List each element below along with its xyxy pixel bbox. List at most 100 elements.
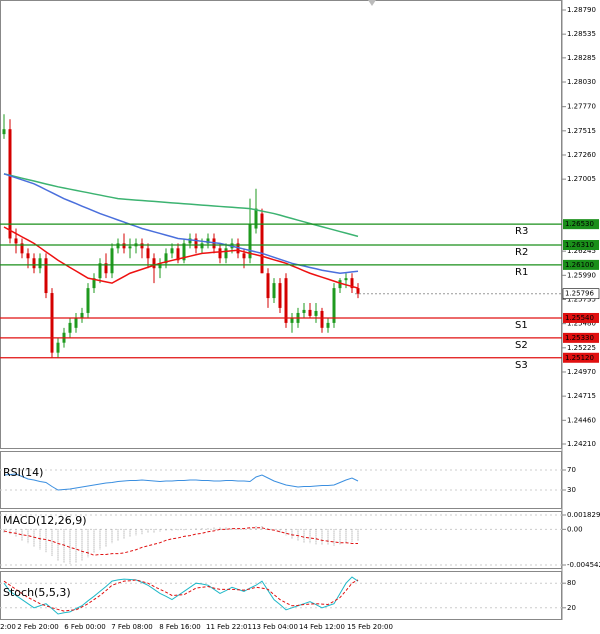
y-tick-label: 1.24715: [567, 392, 596, 400]
candle-body: [32, 258, 36, 269]
y-tick-label: 1.27260: [567, 151, 596, 159]
candle-body: [290, 317, 294, 323]
indicator-title: MACD(12,26,9): [3, 514, 87, 527]
candle-body: [188, 238, 192, 244]
y-tick-label: 1.25990: [567, 271, 596, 279]
last-price-box: [562, 288, 600, 300]
indicator-panel-frame: [0, 571, 562, 620]
last-price-label: 1.25796: [565, 290, 594, 298]
candle-body: [332, 288, 336, 323]
candle-body: [206, 238, 210, 244]
candle-body: [158, 263, 162, 269]
y-tick-label: 1.26245: [567, 247, 596, 255]
level-name: R1: [515, 267, 528, 278]
indicator-title: Stoch(5,5,3): [3, 586, 71, 599]
indicator-line: [3, 579, 359, 612]
x-tick-label: 7 Feb 08:00: [111, 623, 152, 631]
indicator-panel-frame: [0, 511, 562, 569]
y-tick-label: 1.25735: [567, 295, 596, 303]
candle-body: [110, 248, 114, 274]
indicator-y-tick-label: 0.001829: [567, 511, 600, 519]
level-price-label: 1.26530: [565, 220, 594, 228]
candle-body: [14, 238, 18, 244]
candle-body: [56, 342, 60, 353]
y-tick-label: 1.27005: [567, 175, 596, 183]
x-tick-label: 13 Feb 04:00: [252, 623, 298, 631]
x-tick-label: 14 Feb 12:00: [299, 623, 345, 631]
macd-signal-line: [3, 527, 358, 556]
level-price-label: 1.25540: [565, 314, 594, 322]
indicator-y-tick-label: 20: [567, 604, 576, 612]
candle-body: [116, 243, 120, 249]
candle-body: [218, 248, 222, 259]
candle-body: [248, 223, 252, 259]
candle-body: [152, 258, 156, 269]
candle-body: [20, 243, 24, 254]
x-tick-label: 6 Feb 00:00: [64, 623, 105, 631]
chart-shift-marker: [368, 0, 376, 6]
moving-average: [3, 173, 359, 238]
candle-body: [314, 310, 318, 316]
candle-body: [326, 322, 330, 328]
candle-body: [104, 263, 108, 274]
level-price-box: [563, 312, 599, 323]
y-tick-label: 1.24460: [567, 416, 596, 424]
candle-body: [260, 213, 264, 274]
candle-body: [74, 317, 78, 328]
x-tick-label: 15 Feb 20:00: [347, 623, 393, 631]
level-price-box: [563, 219, 599, 230]
level-price-label: 1.26100: [565, 261, 594, 269]
candle-body: [344, 278, 348, 281]
level-name: S3: [515, 360, 528, 371]
candle-body: [200, 243, 204, 249]
y-tick-label: 1.24970: [567, 368, 596, 376]
candle-body: [38, 258, 42, 269]
candle-body: [170, 248, 174, 254]
moving-average: [3, 226, 359, 289]
candle-body: [182, 243, 186, 261]
candle-body: [176, 248, 180, 261]
level-price-box: [563, 240, 599, 251]
y-tick-label: 1.28790: [567, 6, 596, 14]
candle-body: [128, 246, 132, 249]
candle-body: [44, 258, 48, 294]
candle-body: [224, 248, 228, 259]
level-name: R3: [515, 226, 528, 237]
level-name: S1: [515, 320, 528, 331]
candle-body: [8, 129, 12, 239]
candle-body: [98, 263, 102, 279]
indicator-panel-frame: [0, 451, 562, 509]
y-tick-label: 1.28030: [567, 78, 596, 86]
x-tick-label: 2:00: [0, 623, 16, 631]
candle-body: [272, 283, 276, 299]
x-tick-label: 11 Feb 22:01: [206, 623, 252, 631]
level-price-label: 1.26310: [565, 241, 594, 249]
candle-body: [86, 288, 90, 313]
y-tick-label: 1.25480: [567, 320, 596, 328]
candle-body: [2, 129, 6, 135]
y-tick-label: 1.28285: [567, 54, 596, 62]
candle-body: [122, 243, 126, 249]
x-tick-label: 2 Feb 20:00: [17, 623, 58, 631]
candle-body: [338, 280, 342, 289]
candle-body: [50, 293, 54, 353]
candle-body: [164, 253, 168, 264]
level-price-box: [563, 332, 599, 343]
indicator-y-tick-label: 70: [567, 466, 576, 474]
candle-body: [26, 253, 30, 259]
candle-body: [146, 248, 150, 259]
y-tick-label: 1.24210: [567, 440, 596, 448]
candle-body: [254, 208, 258, 229]
indicator-line: [3, 473, 359, 491]
candle-body: [140, 243, 144, 249]
candle-body: [266, 273, 270, 299]
candle-body: [284, 278, 288, 323]
level-price-label: 1.25330: [565, 334, 594, 342]
indicator-y-tick-label: 0.00: [567, 525, 583, 533]
indicator-title: RSI(14): [3, 466, 43, 479]
y-tick-label: 1.27770: [567, 103, 596, 111]
indicator-y-tick-label: 80: [567, 579, 576, 587]
candle-body: [308, 309, 312, 316]
level-name: R2: [515, 247, 528, 258]
